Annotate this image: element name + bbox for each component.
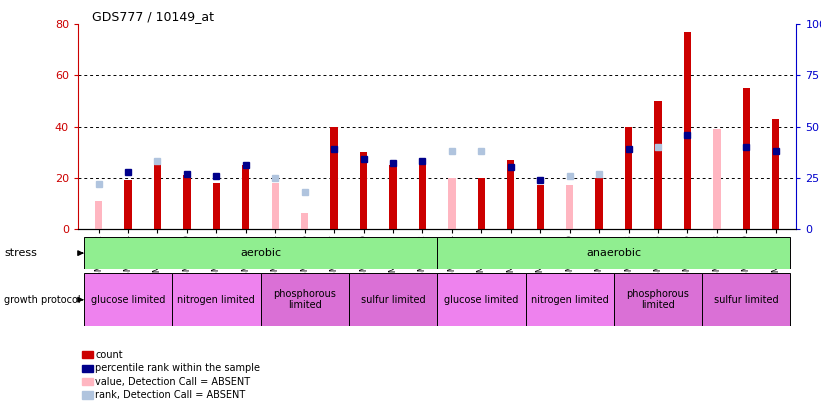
Bar: [360, 152, 367, 229]
Bar: [525, 273, 614, 326]
Text: count: count: [95, 350, 123, 360]
Bar: [389, 165, 397, 229]
Bar: [507, 160, 515, 229]
Text: nitrogen limited: nitrogen limited: [531, 295, 608, 305]
Text: nitrogen limited: nitrogen limited: [177, 295, 255, 305]
Bar: [213, 183, 220, 229]
Bar: [438, 273, 525, 326]
Text: growth protocol: growth protocol: [4, 295, 80, 305]
Text: phosphorous
limited: phosphorous limited: [626, 289, 690, 311]
Text: value, Detection Call = ABSENT: value, Detection Call = ABSENT: [95, 377, 250, 386]
Bar: [478, 178, 485, 229]
Bar: [124, 180, 131, 229]
Bar: [260, 273, 349, 326]
Bar: [654, 101, 662, 229]
Bar: [438, 237, 791, 269]
Text: glucose limited: glucose limited: [91, 295, 165, 305]
Text: stress: stress: [4, 248, 37, 258]
Bar: [272, 183, 279, 229]
Text: sulfur limited: sulfur limited: [714, 295, 778, 305]
Bar: [625, 126, 632, 229]
Text: GDS777 / 10149_at: GDS777 / 10149_at: [93, 10, 214, 23]
Bar: [84, 237, 438, 269]
Bar: [702, 273, 791, 326]
Bar: [331, 126, 337, 229]
Text: sulfur limited: sulfur limited: [360, 295, 425, 305]
Bar: [172, 273, 260, 326]
Text: phosphorous
limited: phosphorous limited: [273, 289, 336, 311]
Bar: [566, 185, 573, 229]
Text: glucose limited: glucose limited: [444, 295, 519, 305]
Bar: [713, 129, 721, 229]
Bar: [684, 32, 691, 229]
Text: rank, Detection Call = ABSENT: rank, Detection Call = ABSENT: [95, 390, 245, 400]
Bar: [743, 88, 750, 229]
Bar: [537, 185, 544, 229]
Bar: [301, 213, 309, 229]
Bar: [448, 178, 456, 229]
Text: anaerobic: anaerobic: [586, 248, 641, 258]
Bar: [154, 162, 161, 229]
Text: percentile rank within the sample: percentile rank within the sample: [95, 363, 260, 373]
Text: aerobic: aerobic: [240, 248, 281, 258]
Bar: [595, 178, 603, 229]
Bar: [349, 273, 438, 326]
Bar: [183, 175, 190, 229]
Bar: [419, 162, 426, 229]
Bar: [95, 201, 103, 229]
Bar: [242, 165, 250, 229]
Bar: [772, 119, 779, 229]
Bar: [614, 273, 702, 326]
Bar: [84, 273, 172, 326]
